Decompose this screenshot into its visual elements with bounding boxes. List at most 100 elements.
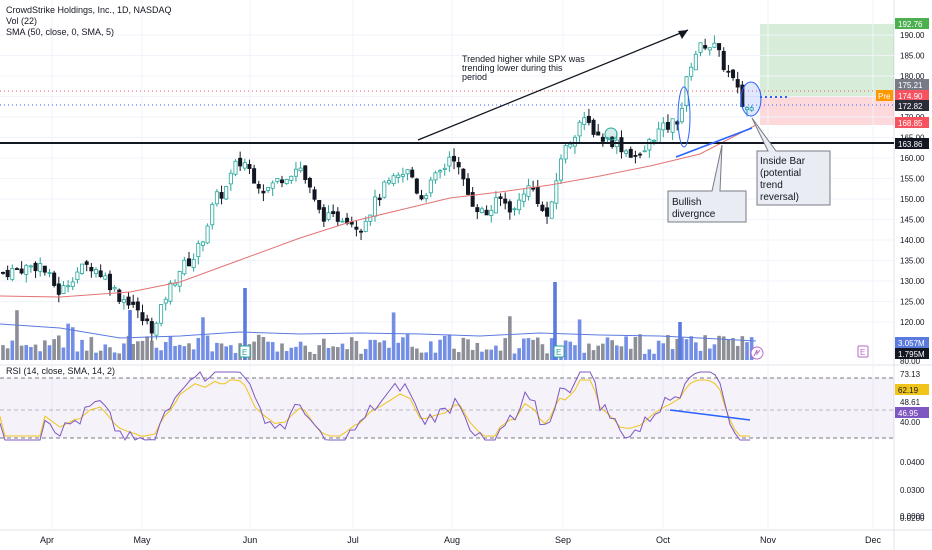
- rsi-band: [0, 378, 894, 438]
- volume-bar: [508, 316, 512, 360]
- volume-bar: [717, 335, 721, 360]
- candle-body: [275, 178, 280, 183]
- volume-bar: [108, 347, 112, 360]
- volume-bar: [745, 342, 749, 360]
- candle-body: [363, 220, 368, 232]
- candle-body: [391, 175, 396, 185]
- candle-body: [126, 296, 131, 306]
- volume-bar: [128, 310, 132, 360]
- volume-bar: [694, 342, 698, 360]
- candle-body: [484, 209, 489, 216]
- volume-bar: [545, 353, 549, 360]
- candle-body: [242, 162, 247, 169]
- volume-bar: [363, 348, 368, 360]
- price-badge-text: 172.82: [898, 102, 923, 111]
- chart-title: CrowdStrike Holdings, Inc., 1D, NASDAQ: [6, 5, 172, 15]
- candle-body: [591, 119, 596, 135]
- earnings-icon[interactable]: [553, 345, 565, 358]
- volume-bar: [210, 351, 215, 360]
- volume-bar: [317, 345, 321, 360]
- volume-bar: [680, 337, 684, 360]
- price-axis[interactable]: 190.00185.00180.00175.00170.00165.00160.…: [900, 31, 925, 327]
- highlight-ellipse-2[interactable]: [740, 81, 762, 117]
- rsi-legend[interactable]: RSI (14, close, SMA, 14, 2): [6, 366, 115, 376]
- time-tick-label: Jul: [347, 535, 359, 545]
- candle-body: [405, 169, 410, 175]
- price-badge-text: 192.76: [898, 20, 923, 29]
- candle-body: [489, 209, 494, 216]
- volume-bar: [94, 352, 98, 360]
- time-axis[interactable]: Apr May Jun Jul Aug Sep Oct Nov Dec: [40, 535, 882, 545]
- sma-legend[interactable]: SMA (50, close, 0, SMA, 5): [6, 27, 114, 37]
- volume-ma-line: [0, 323, 757, 342]
- candle-body: [140, 312, 145, 322]
- price-badge: [895, 117, 929, 128]
- volume-bar: [605, 337, 610, 360]
- rsi-axis[interactable]: 80.00 73.13 48.61 40.00 0.0400 0.0300 0.02000.…: [900, 357, 925, 523]
- volume-bar: [5, 348, 10, 360]
- volume-bar: [601, 343, 605, 360]
- volume-bar: [726, 339, 731, 360]
- volume-bar: [47, 345, 52, 360]
- candle-body: [684, 76, 689, 107]
- volume-bar: [424, 352, 428, 360]
- price-pane[interactable]: [0, 0, 894, 365]
- trend-arrow[interactable]: [417, 29, 689, 141]
- candle-body: [219, 192, 224, 199]
- volume-bar: [24, 345, 29, 360]
- volume-bar: [150, 340, 154, 360]
- candle-body: [354, 226, 359, 230]
- time-tick-label: Jun: [243, 535, 258, 545]
- earnings-future-icon[interactable]: [857, 345, 869, 358]
- highlight-ellipse-1[interactable]: [677, 86, 691, 148]
- inside-bar-line-3: trend: [760, 180, 783, 191]
- volume-bar: [721, 336, 726, 360]
- candle-body: [689, 66, 694, 77]
- candle-body: [191, 259, 196, 268]
- volume-bar: [456, 352, 461, 360]
- volume-bar: [401, 337, 405, 360]
- inside-bar-callout[interactable]: [751, 117, 831, 206]
- candle-body: [200, 241, 205, 246]
- volume-bar: [731, 338, 735, 360]
- candle-body: [610, 136, 615, 148]
- volume-bar: [652, 353, 656, 360]
- candle-body: [121, 299, 126, 303]
- volume-bar: [19, 345, 24, 360]
- price-tick-label: 185.00: [900, 52, 925, 61]
- volume-bar: [80, 339, 84, 360]
- volume-bar: [447, 334, 452, 360]
- volume-bar: [252, 341, 256, 360]
- rsi-badge: [895, 407, 929, 418]
- candle-body: [56, 283, 61, 295]
- volume-bar: [219, 343, 224, 360]
- divergence-line-rsi[interactable]: [669, 409, 751, 421]
- volume-bar: [410, 346, 414, 360]
- price-tick-label: 120.00: [900, 318, 925, 327]
- candle-body: [479, 208, 484, 213]
- time-tick-label: Apr: [40, 535, 54, 545]
- volume-bar: [624, 336, 628, 360]
- candle-body: [577, 121, 582, 137]
- volume-bar: [177, 344, 182, 360]
- candle-body: [335, 211, 340, 222]
- volume-bar: [391, 312, 396, 360]
- price-badge-text: 175.21: [898, 81, 923, 90]
- volume-bar: [359, 353, 363, 360]
- earnings-markers[interactable]: E E E: [239, 345, 869, 360]
- divergence-line-price[interactable]: [675, 127, 753, 158]
- volume-bar: [619, 346, 624, 360]
- volume-bar: [377, 342, 382, 360]
- volume-bar: [563, 340, 568, 360]
- candle-body: [0, 272, 6, 274]
- stop-zone[interactable]: [760, 97, 894, 125]
- profit-zone[interactable]: [760, 24, 894, 97]
- candle-body: [154, 322, 159, 336]
- earnings-icon[interactable]: [239, 345, 251, 358]
- bullish-callout[interactable]: [667, 144, 747, 223]
- candle-body: [266, 187, 271, 191]
- volume-bar: [312, 353, 317, 360]
- volume-legend[interactable]: Vol (22): [6, 16, 37, 26]
- volume-bar: [689, 336, 693, 360]
